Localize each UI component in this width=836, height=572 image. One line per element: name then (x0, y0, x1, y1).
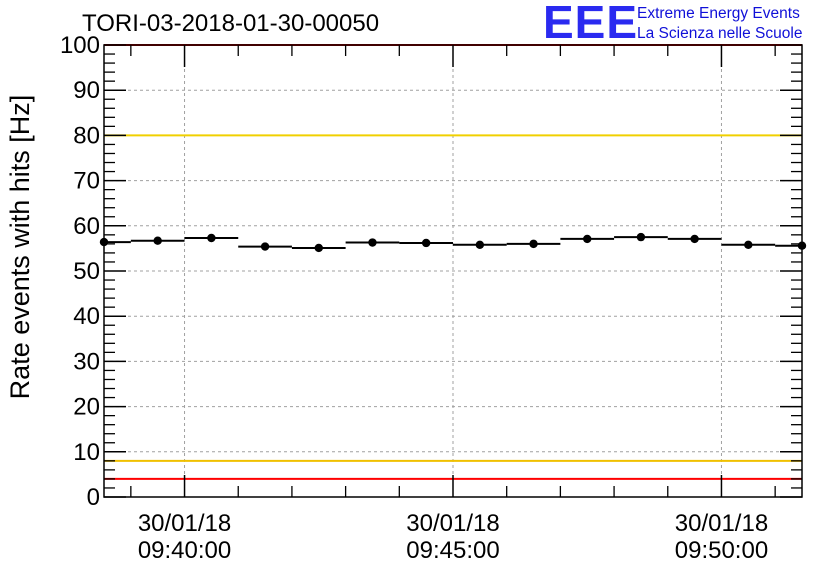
x-tick-time-label: 09:50:00 (675, 537, 768, 564)
y-axis-title: Rate events with hits [Hz] (5, 95, 35, 400)
axis-labels: 010203040506070809010030/01/1809:40:0030… (5, 32, 768, 564)
chart-title: TORI-03-2018-01-30-00050 (82, 10, 380, 37)
x-tick-date-label: 30/01/18 (675, 510, 768, 537)
y-tick-label: 0 (87, 484, 100, 511)
data-point (153, 236, 162, 245)
data-point (207, 233, 216, 243)
x-tick-date-label: 30/01/18 (406, 510, 499, 537)
data-point (744, 240, 753, 249)
y-tick-label: 10 (73, 439, 100, 466)
x-tick-time-label: 09:45:00 (406, 537, 499, 564)
x-tick-time-label: 09:40:00 (138, 537, 231, 564)
data-point (260, 242, 270, 251)
y-tick-label: 30 (73, 348, 100, 375)
data-point (368, 238, 377, 247)
y-tick-label: 90 (73, 77, 100, 104)
grid-layer (104, 45, 802, 497)
y-tick-label: 50 (73, 258, 100, 285)
x-tick-date-label: 30/01/18 (138, 510, 231, 537)
data-point (475, 240, 485, 249)
y-tick-label: 70 (73, 168, 100, 195)
data-point (636, 232, 646, 242)
axis-ticks (104, 44, 802, 498)
y-tick-label: 20 (73, 394, 100, 421)
data-point (314, 243, 323, 253)
y-tick-label: 40 (73, 303, 100, 330)
eee-logo-mark: EEE (543, 0, 639, 48)
data-point (529, 239, 538, 249)
data-point (421, 238, 431, 248)
logo-line-2: La Scienza nelle Scuole (637, 25, 803, 42)
logo-line-1: Extreme Energy Events (637, 5, 800, 22)
data-point (690, 234, 699, 244)
data-point (583, 234, 592, 244)
y-tick-label: 80 (73, 122, 100, 149)
y-tick-label: 100 (60, 32, 100, 59)
y-tick-label: 60 (73, 213, 100, 240)
